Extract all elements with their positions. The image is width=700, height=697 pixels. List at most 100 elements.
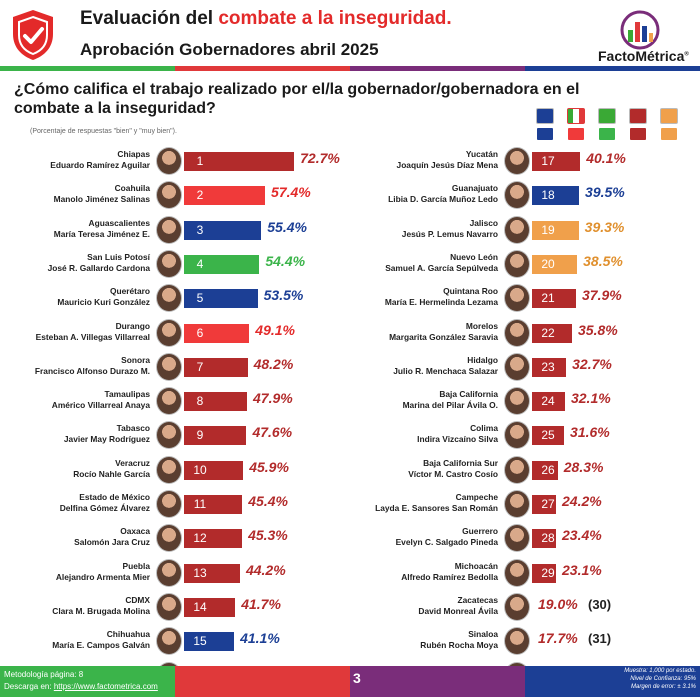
legend-swatch-pan: [537, 128, 553, 140]
governor-label: CDMX Clara M. Brugada Molina: [0, 595, 150, 617]
governor-photo: [156, 627, 182, 656]
state-name: Colima: [470, 423, 498, 434]
approval-bar: [184, 495, 243, 514]
bar-row: Sinaloa Rubén Rocha Moya 17.7% (31): [348, 626, 698, 656]
governor-label: Yucatán Joaquín Jesús Díaz Mena: [348, 149, 498, 171]
state-name: Chiapas: [117, 149, 150, 159]
governor-name: Francisco Alfonso Durazo M.: [34, 365, 150, 376]
governor-photo: [156, 352, 182, 381]
rank-number: 22: [541, 325, 555, 340]
governor-photo: [504, 215, 530, 244]
state-name: Baja California: [439, 389, 498, 400]
approval-bar: [184, 152, 295, 171]
bar-row: Nuevo León Samuel A. García Sepúlveda 20 38…: [348, 249, 698, 279]
rank-number: 12: [193, 531, 207, 546]
rank-number: 15: [193, 634, 207, 649]
state-name: Estado de México: [79, 492, 150, 502]
state-name: Nuevo León: [450, 251, 498, 262]
governor-label: Nuevo León Samuel A. García Sepúlveda: [348, 252, 498, 274]
pri-logo-icon: [567, 108, 585, 124]
governor-photo: [504, 181, 530, 210]
approval-value: 45.9%: [249, 458, 289, 475]
bar-row: Quintana Roo María E. Hermelinda Lezama 21…: [348, 283, 698, 313]
approval-bar: [184, 563, 240, 583]
approval-value: 45.3%: [248, 527, 288, 544]
sample-info: Muestra: 1,000 por estado. Nivel de Conf…: [624, 668, 696, 690]
approval-value: 35.8%: [578, 321, 618, 338]
governor-photo: [156, 318, 182, 347]
state-name: Guerrero: [462, 526, 498, 537]
governor-name: Clara M. Brugada Molina: [52, 605, 150, 616]
bar-row: Oaxaca Salomón Jara Cruz 12 45.3%: [0, 523, 350, 553]
bar-row: Baja California Marina del Pilar Ávila O.…: [348, 386, 698, 416]
bar-row: CDMX Clara M. Brugada Molina 14 41.7%: [0, 592, 350, 622]
approval-bar: [532, 426, 565, 446]
brand-name: FactoMétrica®: [598, 48, 689, 64]
bar-row: San Luis Potosí José R. Gallardo Cardona 4…: [0, 249, 350, 279]
approval-value: 48.2%: [253, 355, 294, 372]
page-number: 3: [353, 670, 361, 686]
governor-name: Alfredo Ramírez Bedolla: [401, 571, 498, 582]
governor-label: Zacatecas David Monreal Ávila: [348, 595, 498, 617]
governor-label: Chihuahua María E. Campos Galván: [0, 629, 150, 651]
color-band-top: [0, 66, 700, 71]
state-name: Sonora: [121, 354, 150, 365]
rank-number: 29: [541, 565, 555, 580]
rank-number: 11: [193, 497, 207, 511]
methodology-text: Metodología página: 8: [4, 670, 84, 679]
approval-bar: [184, 186, 266, 206]
governor-name: Américo Villarreal Anaya: [51, 400, 150, 411]
state-name: Aguascalientes: [88, 217, 150, 228]
rank-number: 13: [193, 565, 207, 580]
shield-check-icon: [13, 10, 53, 60]
governor-name: Eduardo Ramírez Aguilar: [50, 160, 150, 170]
approval-bar: [532, 495, 556, 514]
state-name: Jalisco: [469, 217, 498, 228]
bar-row: Puebla Alejandro Armenta Mier 13 44.2%: [0, 558, 350, 588]
rank-number: 9: [196, 428, 204, 443]
governor-photo: [504, 455, 530, 484]
governor-photo: [156, 147, 182, 175]
state-name: Querétaro: [109, 286, 150, 297]
rank-number: 10: [193, 462, 207, 477]
approval-value: 28.3%: [563, 458, 604, 475]
governor-label: Michoacán Alfredo Ramírez Bedolla: [348, 561, 498, 583]
approval-bar: [532, 152, 581, 171]
governor-name: Indira Vizcaíno Silva: [417, 434, 498, 445]
governor-label: Coahuila Manolo Jiménez Salinas: [0, 183, 150, 205]
bar-row: Durango Esteban A. Villegas Villarreal 6 49…: [0, 318, 350, 348]
governor-label: Colima Indira Vizcaíno Silva: [348, 423, 498, 445]
state-name: Quintana Roo: [443, 286, 498, 297]
approval-value: 39.5%: [585, 184, 625, 201]
rank-number: 5: [196, 291, 204, 306]
rank-number: 17: [541, 154, 555, 168]
approval-bar: [184, 254, 260, 274]
governor-photo: [504, 592, 530, 621]
bar-row: Tamaulipas Américo Villarreal Anaya 8 47.9%: [0, 386, 350, 416]
approval-bar: [184, 632, 235, 652]
rank-number: (30): [588, 596, 612, 612]
bar-row: Morelos Margarita González Saravia 22 35.8%: [348, 318, 698, 348]
approval-value: 72.7%: [300, 150, 340, 166]
rank-number: 3: [196, 222, 204, 237]
legend-swatch-mc: [661, 128, 677, 140]
approval-value: 55.4%: [267, 218, 307, 235]
approval-bar: [184, 597, 236, 617]
approval-bar: [184, 529, 243, 549]
state-name: Tabasco: [116, 423, 150, 434]
state-name: Yucatán: [465, 149, 498, 159]
download-link[interactable]: https://www.factometrica.com: [53, 682, 158, 691]
approval-value: 32.1%: [570, 390, 611, 407]
governor-name: Esteban A. Villegas Villarreal: [35, 331, 150, 342]
approval-bar: [532, 392, 565, 412]
bar-row: Chihuahua María E. Campos Galván 15 41.1%: [0, 626, 350, 656]
governor-label: Chiapas Eduardo Ramírez Aguilar: [0, 149, 150, 171]
approval-value: 37.9%: [582, 287, 622, 304]
governor-label: Sonora Francisco Alfonso Durazo M.: [0, 355, 150, 377]
governor-label: Sinaloa Rubén Rocha Moya: [348, 629, 498, 651]
approval-value: 49.1%: [255, 321, 295, 338]
bar-row: Tabasco Javier May Rodríguez 9 47.6%: [0, 420, 350, 450]
approval-value: 38.5%: [583, 252, 623, 269]
approval-bar: [532, 289, 576, 309]
state-name: Sinaloa: [468, 629, 498, 640]
